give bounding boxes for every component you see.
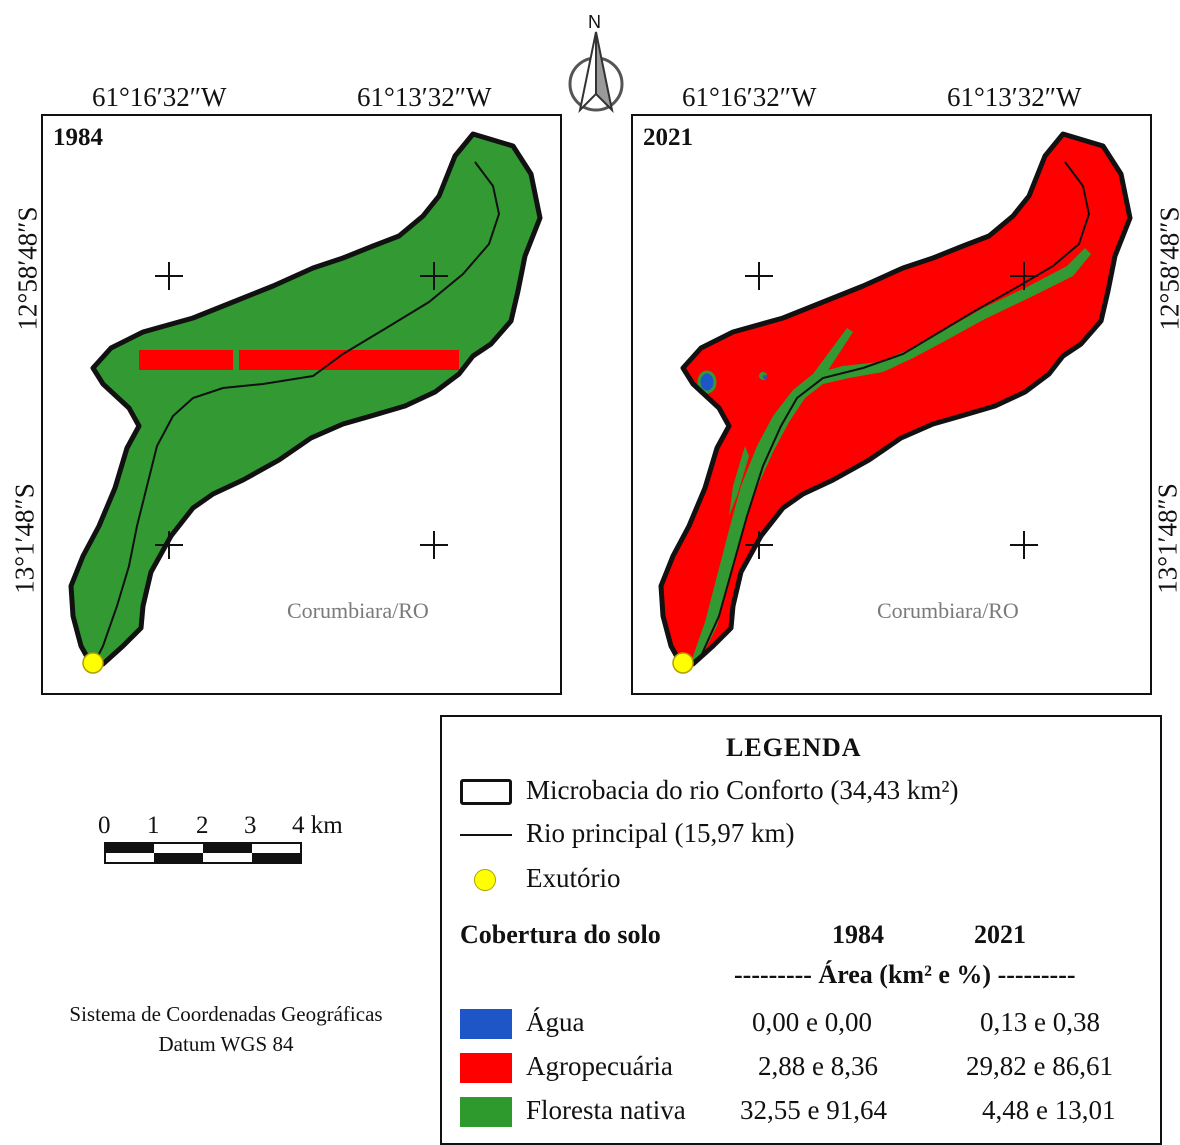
lat-label-1: 12°58′48″S	[1155, 199, 1180, 339]
class-name-agua: Água	[526, 1007, 584, 1038]
lon-label-1: 61°16′32″W	[92, 82, 226, 113]
value-floresta-2021: 4,48 e 13,01	[982, 1095, 1115, 1126]
scale-tick-1: 1	[147, 812, 160, 840]
map-frame-1984: 1984 Corumbiara/RO	[41, 114, 562, 695]
agro-strip-1984	[139, 350, 459, 370]
legend-outlet: Exutório	[526, 863, 621, 894]
map-frame-2021: 2021	[631, 114, 1152, 695]
value-agropecuaria-1984: 2,88 e 8,36	[758, 1051, 878, 1082]
scale-tick-2: 2	[196, 812, 209, 840]
table-header: Cobertura do solo	[460, 920, 661, 950]
north-arrow: N	[562, 12, 632, 112]
legend-river: Rio principal (15,97 km)	[526, 818, 794, 849]
legend: LEGENDA Microbacia do rio Conforto (34,4…	[440, 715, 1162, 1145]
watershed-symbol	[460, 779, 512, 805]
value-agua-1984: 0,00 e 0,00	[752, 1007, 872, 1038]
north-arrow-icon	[562, 26, 632, 116]
area-header: --------- Área (km² e %) ---------	[734, 960, 1076, 990]
value-agropecuaria-2021: 29,82 e 86,61	[966, 1051, 1113, 1082]
outlet-marker	[83, 653, 103, 673]
swatch-floresta-nativa	[460, 1097, 512, 1127]
swatch-agropecuaria	[460, 1053, 512, 1083]
year-header-2021: 2021	[974, 920, 1026, 950]
scale-tick-0: 0	[98, 812, 111, 840]
outlet-marker	[673, 653, 693, 673]
lon-label-2: 61°13′32″W	[947, 82, 1081, 113]
year-header-1984: 1984	[832, 920, 884, 950]
legend-title: LEGENDA	[726, 733, 862, 763]
crs-line-2: Datum WGS 84	[26, 1030, 426, 1058]
river-symbol	[460, 834, 512, 836]
lat-label-1: 12°58′48″S	[13, 199, 44, 339]
lon-label-2: 61°13′32″W	[357, 82, 491, 113]
crs-line-1: Sistema de Coordenadas Geográficas	[26, 1000, 426, 1028]
lat-label-2: 13°1′48″S	[1153, 474, 1180, 604]
scale-tick-4: 4 km	[292, 812, 343, 840]
value-floresta-1984: 32,55 e 91,64	[740, 1095, 887, 1126]
swatch-agua	[460, 1009, 512, 1039]
class-name-agropecuaria: Agropecuária	[526, 1051, 673, 1082]
scale-bar-graphic	[104, 842, 304, 866]
legend-watershed: Microbacia do rio Conforto (34,43 km²)	[526, 775, 959, 806]
scale-tick-3: 3	[244, 812, 257, 840]
value-agua-2021: 0,13 e 0,38	[980, 1007, 1100, 1038]
lon-label-1: 61°16′32″W	[682, 82, 816, 113]
lat-label-2: 13°1′48″S	[10, 474, 41, 604]
class-name-floresta-nativa: Floresta nativa	[526, 1095, 686, 1126]
place-label: Corumbiara/RO	[287, 598, 429, 624]
outlet-symbol	[474, 869, 496, 891]
place-label: Corumbiara/RO	[877, 598, 1019, 624]
